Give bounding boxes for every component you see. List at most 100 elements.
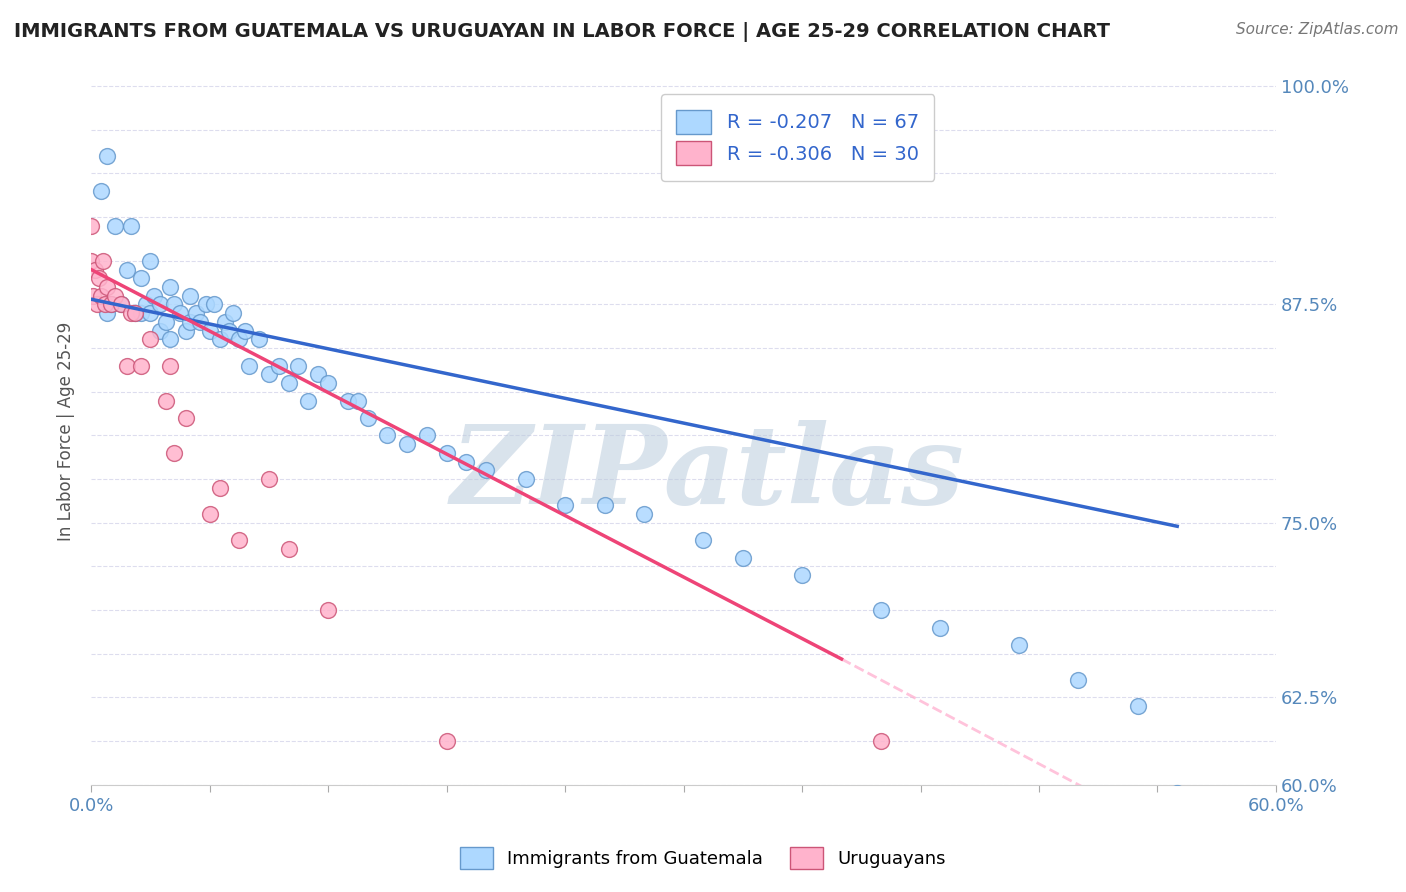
Point xyxy=(208,481,231,495)
Point xyxy=(228,533,250,548)
Text: ZIPatlas: ZIPatlas xyxy=(450,420,965,527)
Point xyxy=(174,411,197,425)
Point xyxy=(169,306,191,320)
Point xyxy=(87,271,110,285)
Point xyxy=(110,297,132,311)
Point xyxy=(163,446,186,460)
Point xyxy=(238,359,260,373)
Point xyxy=(633,507,655,521)
Point xyxy=(179,315,201,329)
Point xyxy=(336,393,359,408)
Legend: R = -0.207   N = 67, R = -0.306   N = 30: R = -0.207 N = 67, R = -0.306 N = 30 xyxy=(661,95,935,180)
Point xyxy=(96,280,118,294)
Point xyxy=(80,253,103,268)
Point xyxy=(86,297,108,311)
Point xyxy=(100,297,122,311)
Point xyxy=(198,507,221,521)
Point xyxy=(80,219,103,233)
Point xyxy=(149,297,172,311)
Point xyxy=(159,333,181,347)
Point xyxy=(96,149,118,163)
Point xyxy=(115,262,138,277)
Point xyxy=(396,437,419,451)
Y-axis label: In Labor Force | Age 25-29: In Labor Force | Age 25-29 xyxy=(58,321,75,541)
Point xyxy=(593,499,616,513)
Point xyxy=(188,315,211,329)
Point xyxy=(222,306,245,320)
Point xyxy=(139,333,162,347)
Point xyxy=(198,324,221,338)
Point xyxy=(129,271,152,285)
Point xyxy=(90,184,112,198)
Point xyxy=(129,359,152,373)
Point xyxy=(1126,699,1149,714)
Point xyxy=(277,376,299,390)
Point xyxy=(94,297,117,311)
Point xyxy=(456,455,478,469)
Point xyxy=(143,289,166,303)
Point xyxy=(155,315,177,329)
Point xyxy=(149,324,172,338)
Point xyxy=(346,393,368,408)
Point xyxy=(277,541,299,556)
Point xyxy=(416,428,439,442)
Point xyxy=(257,472,280,486)
Point xyxy=(1067,673,1090,687)
Point xyxy=(84,262,107,277)
Point xyxy=(124,306,146,320)
Point xyxy=(104,219,127,233)
Point xyxy=(163,297,186,311)
Point xyxy=(115,359,138,373)
Point xyxy=(124,306,146,320)
Point xyxy=(120,306,142,320)
Point xyxy=(120,219,142,233)
Point xyxy=(1166,787,1188,801)
Point xyxy=(790,568,813,582)
Point xyxy=(90,289,112,303)
Point xyxy=(436,734,458,748)
Point xyxy=(870,734,893,748)
Point xyxy=(257,368,280,382)
Point xyxy=(179,289,201,303)
Point xyxy=(297,393,319,408)
Point xyxy=(184,306,207,320)
Text: Source: ZipAtlas.com: Source: ZipAtlas.com xyxy=(1236,22,1399,37)
Point xyxy=(554,499,576,513)
Point xyxy=(159,359,181,373)
Point xyxy=(436,446,458,460)
Point xyxy=(139,306,162,320)
Point xyxy=(194,297,217,311)
Point xyxy=(731,550,754,565)
Point xyxy=(475,463,498,477)
Point xyxy=(515,472,537,486)
Point xyxy=(208,333,231,347)
Point xyxy=(692,533,714,548)
Point xyxy=(929,621,952,635)
Point xyxy=(155,393,177,408)
Point xyxy=(316,603,339,617)
Point xyxy=(96,306,118,320)
Point xyxy=(135,297,157,311)
Point xyxy=(129,306,152,320)
Point xyxy=(139,253,162,268)
Point xyxy=(91,253,114,268)
Point xyxy=(870,603,893,617)
Legend: Immigrants from Guatemala, Uruguayans: Immigrants from Guatemala, Uruguayans xyxy=(451,838,955,879)
Point xyxy=(287,359,309,373)
Point xyxy=(159,280,181,294)
Point xyxy=(228,333,250,347)
Point xyxy=(110,297,132,311)
Point xyxy=(356,411,378,425)
Point xyxy=(218,324,240,338)
Point xyxy=(307,368,329,382)
Point xyxy=(174,324,197,338)
Point xyxy=(316,376,339,390)
Point xyxy=(233,324,256,338)
Point xyxy=(267,359,290,373)
Point xyxy=(1008,638,1031,652)
Point xyxy=(214,315,236,329)
Point xyxy=(100,297,122,311)
Point xyxy=(82,289,104,303)
Point xyxy=(202,297,225,311)
Text: IMMIGRANTS FROM GUATEMALA VS URUGUAYAN IN LABOR FORCE | AGE 25-29 CORRELATION CH: IMMIGRANTS FROM GUATEMALA VS URUGUAYAN I… xyxy=(14,22,1111,42)
